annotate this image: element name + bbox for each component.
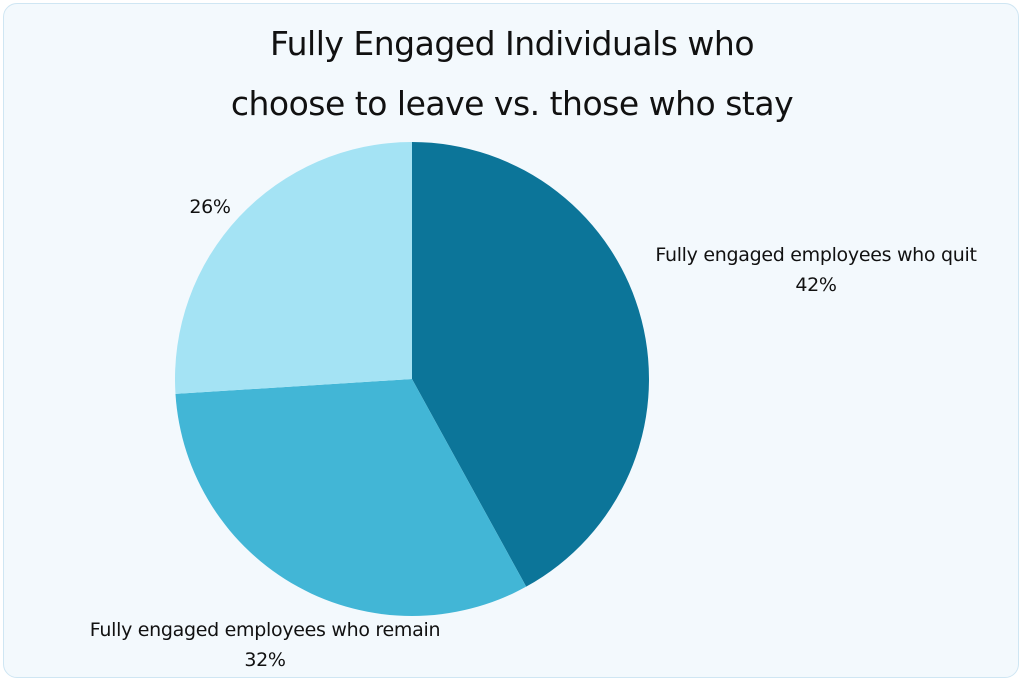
pie-slice-remain [175,379,527,616]
slice-label-other: 26% [170,192,250,222]
slice-label-quit-name: Fully engaged employees who quit [655,244,977,266]
slice-label-remain-value: 32% [244,649,286,671]
pie-slice-quit [412,142,649,587]
chart-title-line-1: Fully Engaged Individuals who [269,24,755,63]
slice-label-quit-value: 42% [795,274,837,296]
pie-slice-other [175,142,412,394]
slice-label-other-value: 26% [189,196,231,218]
slice-label-remain-name: Fully engaged employees who remain [89,619,441,641]
chart-title-line-2: choose to leave vs. those who stay [230,84,794,123]
slice-label-quit: Fully engaged employees who quit 42% [630,240,1002,300]
slice-label-remain: Fully engaged employees who remain 32% [60,615,470,675]
